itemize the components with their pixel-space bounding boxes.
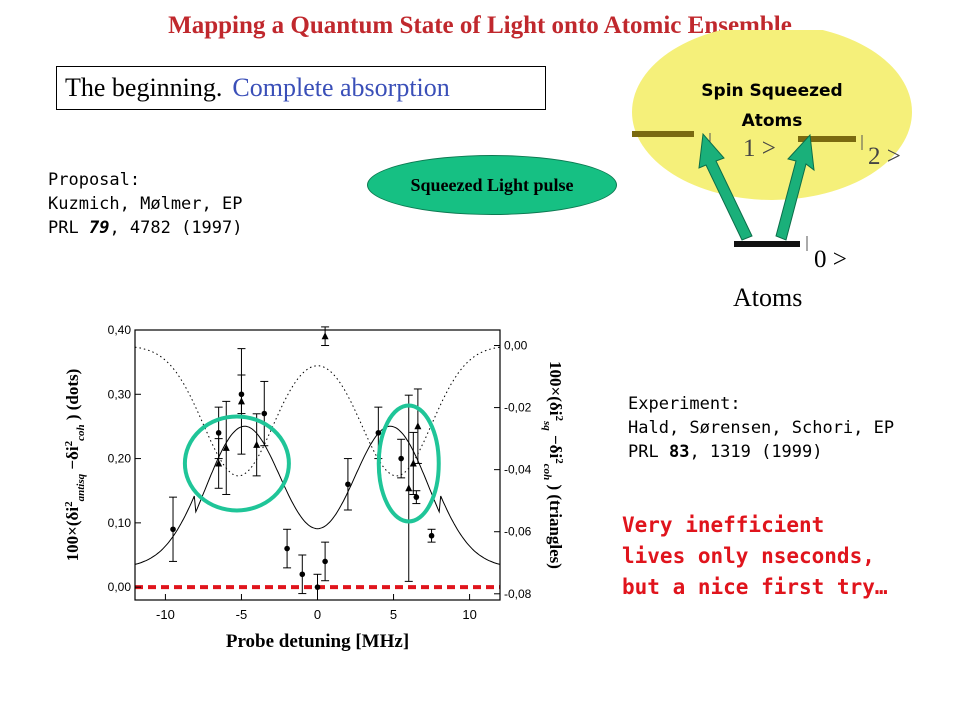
x-axis-label: Probe detuning [MHz] (226, 631, 409, 652)
spin-label-line1: Spin Squeezed (701, 81, 842, 101)
beginning-box: The beginning. Complete absorption (56, 66, 546, 110)
data-dot (170, 526, 176, 533)
data-points (169, 326, 436, 601)
experiment-journal: PRL 83, 1319 (1999) (628, 442, 823, 462)
data-triangle (405, 484, 413, 492)
data-triangle (215, 459, 223, 467)
level-2-bar (798, 136, 856, 142)
x-tick-label: -10 (156, 607, 175, 622)
left-axis-label: 100×(δi2antisq −δi2coh ) (dots) (63, 369, 87, 562)
level-0-label: 0 > (814, 246, 847, 273)
level-diagram: Spin Squeezed Atoms 1 > 2 > 0 > Atoms (632, 30, 912, 312)
data-dot (398, 455, 404, 462)
highlight-loop (376, 403, 441, 524)
data-dot (322, 558, 328, 565)
level-1-label: 1 > (743, 135, 776, 162)
experiment-reference: Experiment: Hald, Sørensen, Schori, EP P… (628, 392, 894, 464)
beginning-text: The beginning. (65, 73, 223, 102)
efficiency-note: Very inefficient lives only nseconds, bu… (622, 510, 888, 603)
x-tick-label: 10 (462, 607, 476, 622)
x-tick-label: 5 (390, 607, 397, 622)
data-triangle (253, 440, 261, 448)
atoms-label: Atoms (733, 283, 802, 312)
data-triangle (409, 459, 417, 467)
data-dot (345, 481, 351, 488)
level-2-label: 2 > (868, 143, 901, 170)
data-dot (284, 545, 290, 552)
right-axis-label: 100×(δi2sq −δi2coh ) (triangles) (541, 361, 565, 569)
complete-absorption-text: Complete absorption (232, 73, 450, 102)
x-tick-label: -5 (236, 607, 248, 622)
experiment-heading: Experiment: (628, 394, 741, 414)
spin-label-line2: Atoms (742, 111, 803, 131)
left-tick-label: 0,30 (108, 387, 132, 401)
right-tick-label: -0,02 (504, 401, 532, 415)
data-triangle (414, 422, 422, 430)
left-tick-label: 0,20 (108, 452, 132, 466)
right-tick-label: 0,00 (504, 339, 528, 353)
level-1-bar (632, 131, 694, 137)
left-tick-label: 0,40 (108, 323, 132, 337)
transition-arrow-left (698, 132, 753, 241)
data-dot (261, 410, 268, 417)
data-triangle (321, 332, 329, 340)
highlight-loops (182, 403, 441, 524)
data-dot (375, 430, 382, 436)
theory-curves (134, 346, 501, 565)
plot-frame (134, 329, 501, 601)
efficiency-line1: Very inefficient (622, 513, 825, 537)
data-triangle (237, 397, 245, 405)
right-tick-label: -0,04 (504, 463, 532, 477)
theory-curve-dots (134, 425, 501, 565)
efficiency-line2: lives only nseconds, (622, 544, 875, 568)
axis-ticks: -10 -5 0 5 10 0,00 0,10 0,20 0,30 0,40 0,00 -0,02 -0… (108, 323, 532, 622)
proposal-reference: Proposal: Kuzmich, Mølmer, EP PRL 79, 47… (48, 168, 243, 240)
right-tick-label: -0,08 (504, 587, 532, 601)
slide-title: Mapping a Quantum State of Light onto At… (168, 12, 792, 39)
transition-arrow-right (775, 133, 815, 241)
data-triangle (222, 443, 230, 451)
data-dot (413, 494, 420, 500)
data-dot (314, 584, 321, 590)
left-tick-label: 0,10 (108, 516, 132, 530)
x-tick-label: 0 (314, 607, 321, 622)
theory-curve-triangles (134, 346, 501, 477)
highlight-loop (182, 414, 291, 513)
data-dot (428, 532, 435, 539)
right-tick-label: -0,06 (504, 525, 532, 539)
ground-level-bar (734, 241, 800, 247)
absorption-chart: -10 -5 0 5 10 0,00 0,10 0,20 0,30 0,40 0,00 -0,02 -0… (63, 323, 565, 652)
left-tick-label: 0,00 (108, 580, 132, 594)
proposal-journal: PRL 79, 4782 (1997) (48, 218, 243, 238)
proposal-authors: Kuzmich, Mølmer, EP (48, 194, 243, 214)
squeezed-light-pulse: Squeezed Light pulse (367, 155, 617, 215)
data-dot (299, 571, 306, 578)
experiment-authors: Hald, Sørensen, Schori, EP (628, 418, 895, 438)
data-dot (215, 430, 222, 436)
proposal-heading: Proposal: (48, 170, 141, 190)
efficiency-line3: but a nice first try… (622, 575, 888, 599)
